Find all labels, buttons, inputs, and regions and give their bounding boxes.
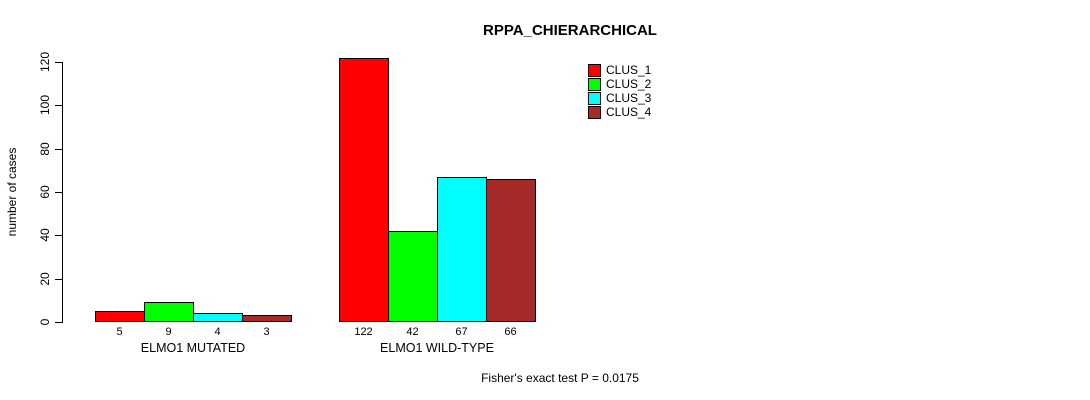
legend-label: CLUS_4 [606,105,652,119]
bar-value-label: 66 [504,326,517,338]
group-label: ELMO1 MUTATED [140,341,246,355]
y-axis-tick [55,105,62,106]
bar-value-label: 3 [263,326,270,338]
legend-item: CLUS_4 [588,106,651,119]
y-axis-tick-label: 80 [38,142,52,156]
legend-item: CLUS_1 [588,64,651,77]
y-axis-label: number of cases [5,147,19,237]
bar-value-label: 9 [165,326,172,338]
bar-value-label: 4 [214,326,221,338]
y-axis-line [62,62,63,323]
bar-clus_1 [339,58,389,322]
legend-swatch-clus_2 [588,78,601,91]
y-axis-tick [55,322,62,323]
legend-label: CLUS_2 [606,77,652,91]
bar-value-label: 67 [455,326,468,338]
y-axis-tick-label: 0 [38,318,52,326]
bar-clus_1 [95,311,145,322]
legend-item: CLUS_3 [588,92,651,105]
legend-swatch-clus_1 [588,64,601,77]
y-axis-tick [55,235,62,236]
bar-clus_2 [388,231,438,322]
legend-swatch-clus_3 [588,92,601,105]
legend: CLUS_1 CLUS_2 CLUS_3 CLUS_4 [588,64,651,120]
y-axis-tick-label: 60 [38,185,52,199]
bar-clus_3 [193,313,243,322]
bar-clus_3 [437,177,487,322]
y-axis-tick-label: 20 [38,272,52,286]
bar-value-label: 122 [354,326,373,338]
legend-label: CLUS_1 [606,63,652,77]
chart-title: RPPA_CHIERARCHICAL [483,22,657,39]
y-axis-tick-label: 120 [38,51,52,73]
bar-clus_4 [242,315,292,322]
legend-item: CLUS_2 [588,78,651,91]
bar-clus_4 [486,179,536,322]
y-axis-tick [55,149,62,150]
bar-value-label: 42 [406,326,419,338]
y-axis-tick [55,279,62,280]
legend-swatch-clus_4 [588,106,601,119]
bar-clus_2 [144,302,194,322]
y-axis-tick-label: 100 [38,94,52,116]
bar-value-label: 5 [116,326,123,338]
y-axis-tick-label: 40 [38,228,52,242]
y-axis-tick [55,192,62,193]
legend-label: CLUS_3 [606,91,652,105]
group-label: ELMO1 WILD-TYPE [380,341,494,355]
footnote-text: Fisher's exact test P = 0.0175 [481,371,639,385]
y-axis-tick [55,62,62,63]
